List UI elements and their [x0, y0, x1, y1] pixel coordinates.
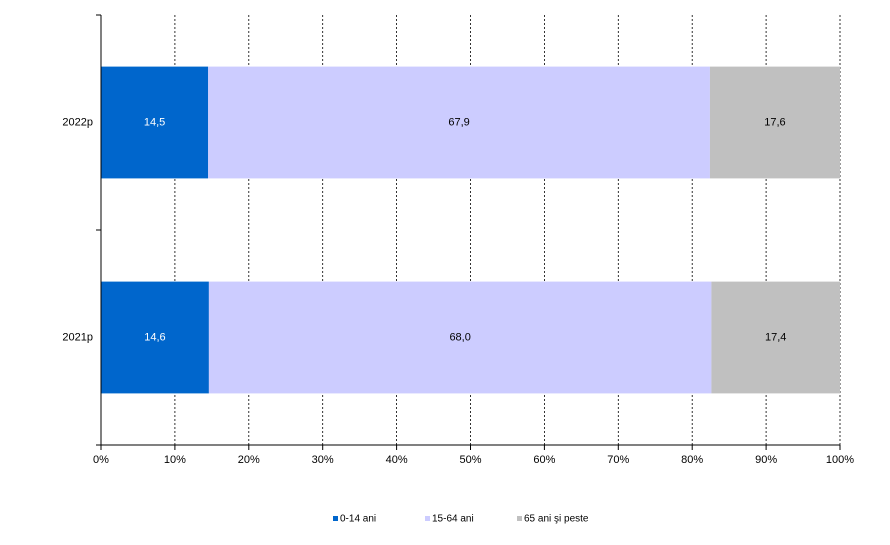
legend-swatch — [425, 516, 430, 521]
x-tick-label: 80% — [681, 454, 703, 466]
value-label: 17,4 — [765, 331, 786, 343]
value-label: 67,9 — [448, 116, 469, 128]
y-tick-label: 2021p — [62, 331, 93, 343]
x-tick-label: 90% — [755, 454, 777, 466]
value-label: 14,6 — [144, 331, 165, 343]
bar-segment — [711, 281, 840, 394]
x-tick-label: 10% — [164, 454, 186, 466]
y-tick-label: 2022p — [62, 116, 93, 128]
value-label: 17,6 — [764, 116, 785, 128]
x-tick-label: 100% — [826, 454, 854, 466]
bar-segment — [101, 66, 209, 179]
legend-swatch — [333, 516, 338, 521]
x-tick-label: 40% — [386, 454, 408, 466]
bar-segment — [709, 66, 840, 179]
x-tick-label: 0% — [93, 454, 109, 466]
bar-segment — [208, 281, 712, 394]
bar-segment — [101, 281, 209, 394]
x-tick-label: 30% — [312, 454, 334, 466]
value-label: 68,0 — [449, 331, 470, 343]
x-tick-label: 50% — [459, 454, 481, 466]
bar-segment — [208, 66, 710, 179]
legend-label: 65 ani şi peste — [524, 514, 589, 525]
legend-label: 15-64 ani — [432, 514, 474, 525]
legend-label: 0-14 ani — [340, 514, 376, 525]
x-tick-label: 60% — [533, 454, 555, 466]
x-tick-label: 70% — [607, 454, 629, 466]
value-label: 14,5 — [144, 116, 165, 128]
x-tick-label: 20% — [238, 454, 260, 466]
legend-swatch — [517, 516, 522, 521]
